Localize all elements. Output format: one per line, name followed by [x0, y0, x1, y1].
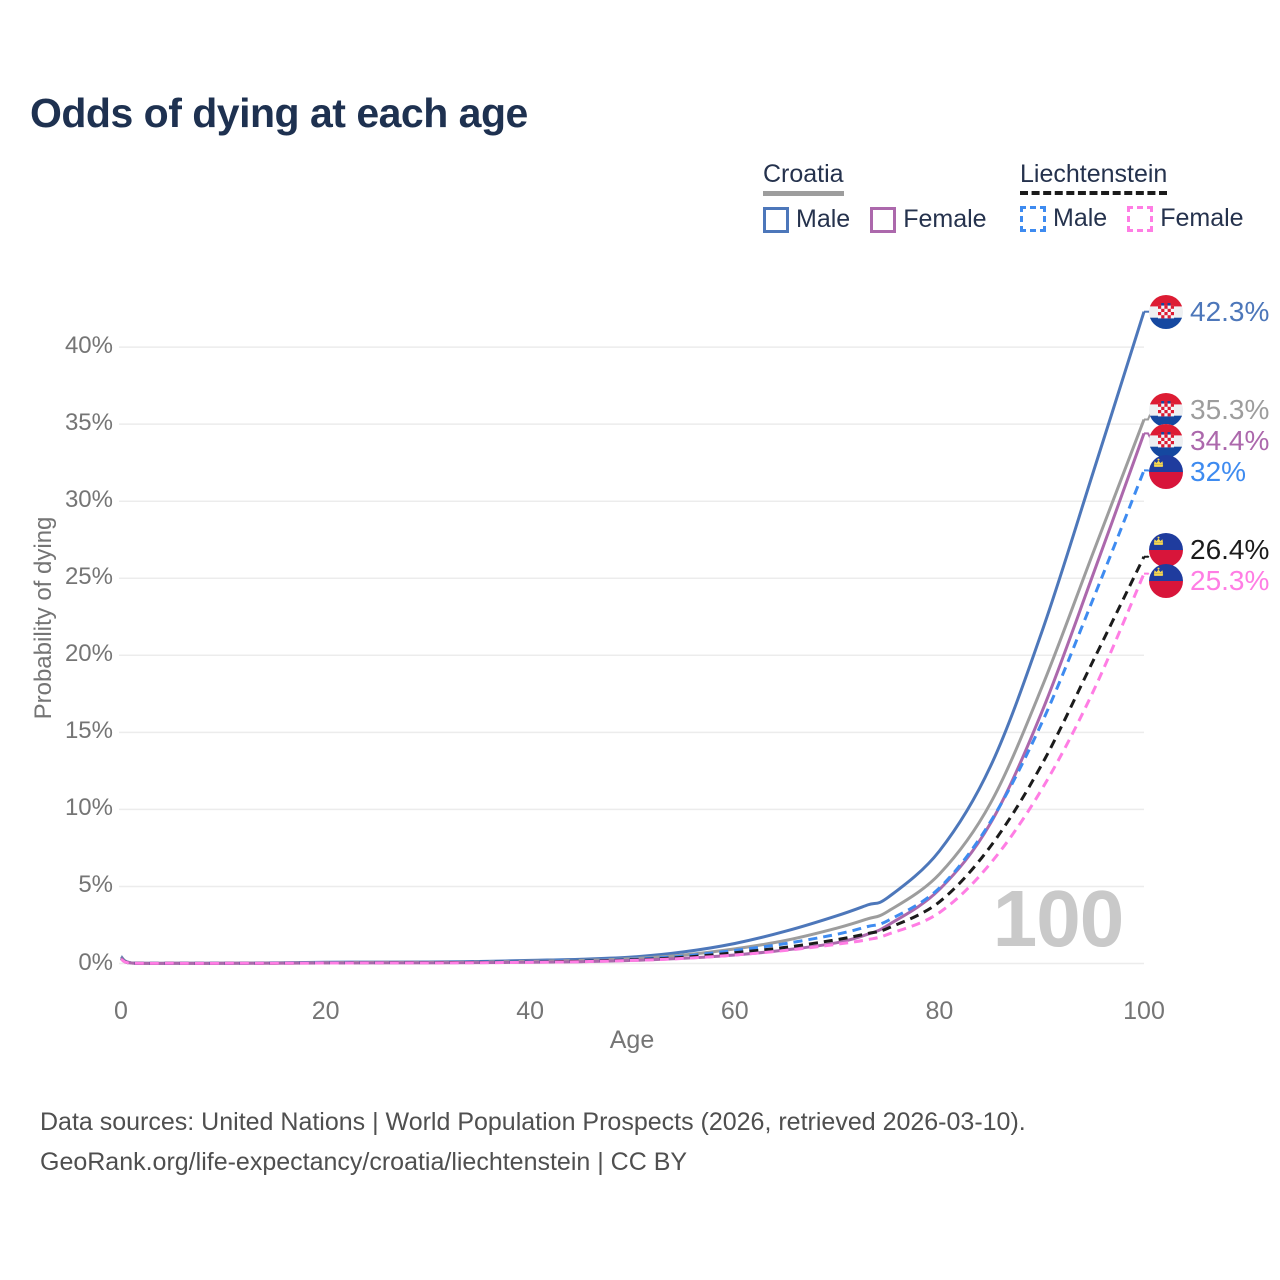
- legend-group-liechtenstein: Liechtenstein Male Female: [1020, 160, 1244, 233]
- legend-item-label: Male: [1053, 204, 1108, 232]
- page-title: Odds of dying at each age: [30, 90, 528, 136]
- y-tick-label: 35%: [64, 409, 113, 437]
- hover-age-watermark: 100: [993, 874, 1123, 963]
- x-tick-label: 80: [925, 997, 954, 1025]
- end-label-value: 35.3%: [1190, 394, 1270, 426]
- series-line-croatia-female[interactable]: [120, 432, 1146, 965]
- y-tick-label: 20%: [64, 640, 113, 668]
- legend-group-croatia-title: Croatia: [763, 160, 844, 196]
- y-tick-label: 15%: [64, 717, 113, 745]
- end-label-liechtenstein-both-sexes: 26.4%: [1148, 532, 1269, 568]
- end-label-croatia-female: 34.4%: [1148, 423, 1269, 459]
- footer-sources: Data sources: United Nations | World Pop…: [40, 1108, 1026, 1136]
- series-line-liechtenstein-male[interactable]: [120, 469, 1146, 965]
- y-tick-label: 10%: [64, 794, 113, 822]
- x-tick-label: 0: [114, 997, 128, 1025]
- end-label-croatia-both-sexes: 35.3%: [1148, 392, 1269, 428]
- x-tick-label: 60: [720, 997, 749, 1025]
- legend-item-label: Female: [903, 205, 987, 233]
- y-tick-label: 40%: [64, 332, 113, 360]
- x-tick-label: 20: [311, 997, 340, 1025]
- liechtenstein-flag-icon: [1148, 563, 1184, 599]
- croatia-male-swatch-icon: [763, 206, 789, 233]
- x-tick-label: 40: [516, 997, 545, 1025]
- end-label-value: 25.3%: [1190, 564, 1270, 596]
- end-label-liechtenstein-female: 25.3%: [1148, 563, 1269, 599]
- legend-item-label: Female: [1160, 204, 1244, 232]
- legend-item-croatia-female[interactable]: Female: [870, 205, 987, 234]
- series-line-croatia-male[interactable]: [120, 311, 1146, 965]
- liechtenstein-female-swatch-icon: [1127, 205, 1154, 232]
- y-tick-label: 30%: [64, 486, 113, 514]
- x-tick-label: 100: [1123, 997, 1165, 1025]
- legend-item-liechtenstein-male[interactable]: Male: [1020, 204, 1107, 233]
- end-label-liechtenstein-male: 32%: [1148, 454, 1246, 490]
- croatia-flag-icon: [1148, 294, 1184, 330]
- legend-item-label: Male: [796, 205, 851, 233]
- end-label-value: 26.4%: [1190, 533, 1270, 565]
- y-tick-label: 5%: [78, 871, 113, 899]
- y-tick-label: 25%: [64, 563, 113, 591]
- liechtenstein-flag-icon: [1148, 454, 1184, 490]
- y-tick-label: 0%: [78, 948, 113, 976]
- legend-item-liechtenstein-female[interactable]: Female: [1127, 204, 1244, 233]
- end-label-croatia-male: 42.3%: [1148, 294, 1269, 330]
- legend-group-croatia: Croatia Male Female: [763, 160, 987, 234]
- x-axis-title: Age: [609, 1026, 655, 1054]
- liechtenstein-male-swatch-icon: [1020, 205, 1046, 232]
- series-line-liechtenstein-both-sexes[interactable]: [120, 556, 1146, 965]
- legend-group-liechtenstein-title: Liechtenstein: [1020, 160, 1168, 195]
- legend-item-croatia-male[interactable]: Male: [763, 205, 850, 234]
- end-label-value: 42.3%: [1190, 295, 1270, 327]
- end-label-value: 34.4%: [1190, 425, 1270, 457]
- series-line-liechtenstein-female[interactable]: [120, 573, 1146, 965]
- croatia-female-swatch-icon: [870, 206, 897, 233]
- end-label-value: 32%: [1190, 456, 1247, 488]
- footer-attribution: GeoRank.org/life-expectancy/croatia/liec…: [40, 1148, 688, 1176]
